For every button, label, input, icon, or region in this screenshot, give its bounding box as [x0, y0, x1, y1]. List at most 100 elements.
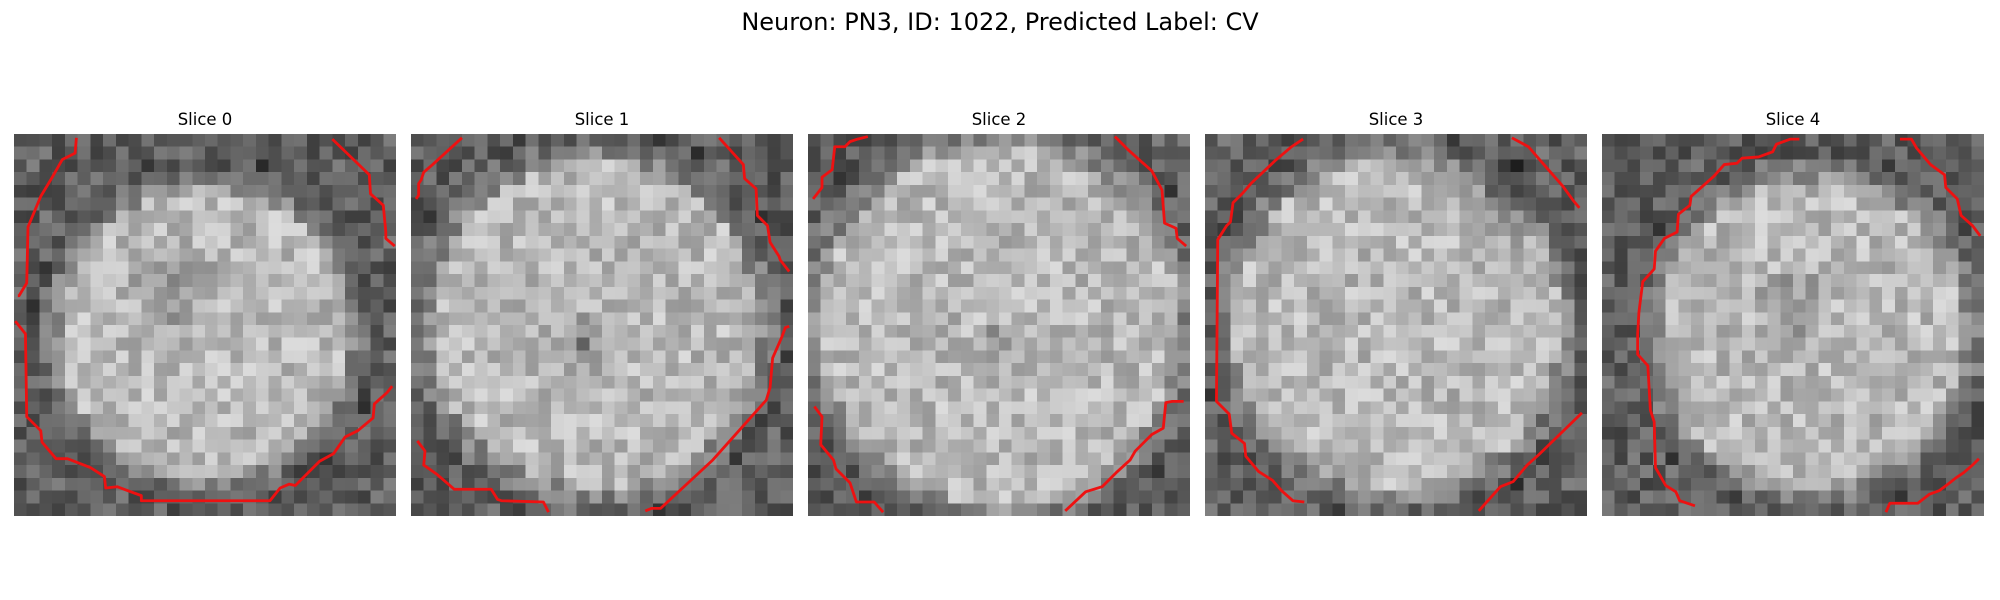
pixel [1037, 274, 1050, 287]
pixel [678, 363, 691, 376]
pixel [729, 236, 742, 249]
pixel [742, 350, 755, 363]
pixel [589, 401, 602, 414]
pixel [1908, 465, 1921, 478]
pixel [39, 134, 52, 147]
pixel [205, 198, 218, 211]
pixel [90, 134, 103, 147]
pixel [116, 465, 129, 478]
pixel [39, 274, 52, 287]
pixel [961, 185, 974, 198]
pixel [230, 401, 243, 414]
pixel [948, 414, 961, 427]
pixel [1050, 389, 1063, 402]
pixel [923, 210, 936, 223]
pixel [307, 287, 320, 300]
pixel [332, 363, 345, 376]
pixel [424, 134, 437, 147]
pixel [1908, 325, 1921, 338]
pixel [1536, 134, 1549, 147]
pixel [1844, 134, 1857, 147]
pixel [678, 147, 691, 160]
pixel [1088, 503, 1101, 516]
pixel [627, 147, 640, 160]
pixel [1383, 503, 1396, 516]
pixel [1152, 261, 1165, 274]
pixel [833, 503, 846, 516]
pixel [1704, 236, 1717, 249]
pixel [691, 503, 704, 516]
pixel [1574, 287, 1587, 300]
pixel [1345, 159, 1358, 172]
pixel [910, 478, 923, 491]
pixel [808, 274, 821, 287]
pixel [65, 401, 78, 414]
pixel [1818, 159, 1831, 172]
pixel [1793, 401, 1806, 414]
pixel [332, 401, 345, 414]
pixel [1908, 274, 1921, 287]
pixel [1511, 300, 1524, 313]
pixel [589, 287, 602, 300]
pixel [999, 159, 1012, 172]
pixel [320, 376, 333, 389]
pixel [52, 440, 65, 453]
pixel [1653, 274, 1666, 287]
pixel [1742, 210, 1755, 223]
pixel [449, 376, 462, 389]
pixel [1434, 312, 1447, 325]
pixel [808, 389, 821, 402]
pixel [666, 389, 679, 402]
pixel [90, 338, 103, 351]
pixel [129, 236, 142, 249]
pixel [1447, 376, 1460, 389]
pixel [1460, 325, 1473, 338]
pixel [729, 249, 742, 262]
pixel [1383, 491, 1396, 504]
pixel [653, 338, 666, 351]
pixel [948, 236, 961, 249]
pixel [1882, 389, 1895, 402]
pixel [39, 376, 52, 389]
pixel [859, 465, 872, 478]
pixel [1780, 491, 1793, 504]
pixel [1793, 427, 1806, 440]
pixel [729, 350, 742, 363]
pixel [1472, 134, 1485, 147]
pixel [500, 236, 513, 249]
pixel [833, 261, 846, 274]
pixel [1177, 440, 1190, 453]
pixel [910, 223, 923, 236]
pixel [462, 147, 475, 160]
pixel [1640, 350, 1653, 363]
pixel [1243, 287, 1256, 300]
pixel [180, 503, 193, 516]
pixel [1946, 376, 1959, 389]
pixel [821, 210, 834, 223]
pixel [230, 249, 243, 262]
pixel [1704, 389, 1717, 402]
pixel [526, 134, 539, 147]
pixel [487, 389, 500, 402]
pixel [1012, 427, 1025, 440]
pixel [1269, 401, 1282, 414]
pixel [180, 172, 193, 185]
pixel [1165, 338, 1178, 351]
pixel [1971, 198, 1984, 211]
pixel [141, 376, 154, 389]
pixel [948, 452, 961, 465]
pixel [1345, 389, 1358, 402]
pixel [487, 134, 500, 147]
pixel [1177, 287, 1190, 300]
pixel [14, 172, 27, 185]
pixel [666, 414, 679, 427]
pixel [1946, 287, 1959, 300]
pixel [141, 210, 154, 223]
pixel [205, 287, 218, 300]
pixel [1332, 376, 1345, 389]
pixel [1139, 325, 1152, 338]
pixel [678, 261, 691, 274]
pixel [1075, 465, 1088, 478]
pixel [1396, 491, 1409, 504]
pixel [1729, 300, 1742, 313]
